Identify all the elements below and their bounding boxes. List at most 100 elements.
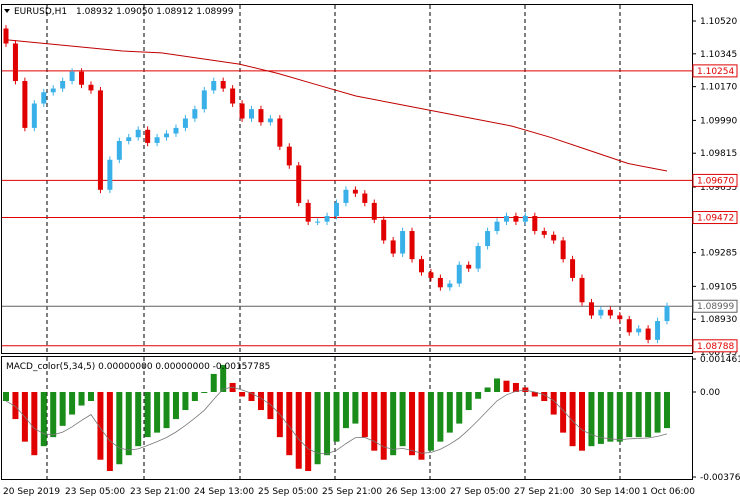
macd-bar	[418, 391, 425, 460]
macd-bar	[654, 391, 661, 433]
macd-bar	[588, 391, 595, 447]
candle	[239, 100, 245, 122]
macd-bar	[59, 391, 66, 426]
candle	[475, 242, 481, 272]
candle	[390, 237, 396, 257]
macd-bar	[607, 391, 614, 442]
macd-bar	[475, 391, 482, 399]
candle	[192, 105, 198, 122]
macd-bar	[342, 391, 349, 429]
time-axis: 20 Sep 2019 23 Sep 05:00 23 Sep 21:00 24 Se…	[3, 487, 695, 497]
time-tick-label: 20 Sep 2019	[3, 487, 60, 497]
horizontal-levels[interactable]	[2, 70, 692, 347]
price-tick-label: 1.10345	[700, 50, 737, 60]
price-level-value: 1.10254	[697, 67, 734, 77]
time-tick-label: 30 Sep 14:00	[580, 487, 640, 497]
macd-bar	[267, 391, 274, 420]
macd-bar	[503, 380, 510, 392]
macd-bar	[579, 391, 586, 451]
macd-bar	[616, 391, 623, 442]
macd-bar	[182, 391, 189, 411]
macd-bar	[380, 391, 387, 460]
price-level-tag	[692, 211, 738, 225]
candle	[173, 124, 179, 137]
candle	[655, 317, 661, 344]
candle	[513, 212, 519, 226]
time-grid	[46, 5, 621, 479]
price-tick-label: 1.10170	[700, 83, 737, 93]
macd-bar	[12, 391, 19, 420]
indicator-tick-label: -0.003766	[700, 473, 740, 483]
macd-bar	[333, 391, 340, 442]
price-level-value: 1.09670	[697, 176, 734, 186]
candle	[588, 298, 594, 319]
macd-bar	[314, 391, 321, 465]
indicator-axis: 0.0014615 0.00 -0.003766	[692, 355, 740, 483]
symbol-label: EURUSD,H1	[14, 7, 67, 17]
candle	[532, 212, 538, 235]
macd-bar	[78, 391, 85, 406]
price-tick-label: 1.10520	[700, 17, 737, 27]
candle	[503, 212, 509, 226]
candle	[97, 87, 103, 194]
macd-bar	[125, 391, 132, 456]
macd-bar	[664, 391, 670, 429]
macd-bar	[172, 391, 179, 420]
moving-average-line	[5, 39, 668, 172]
candle	[220, 77, 226, 92]
candle	[466, 261, 472, 272]
price-level-tag	[692, 173, 738, 187]
candle	[230, 85, 236, 107]
candle	[296, 162, 302, 207]
macd-bar	[550, 391, 557, 415]
candle	[343, 186, 349, 207]
macd-bar	[220, 364, 227, 392]
price-tick-label: 1.09635	[700, 183, 737, 193]
candle	[3, 25, 9, 47]
candle	[135, 126, 141, 141]
candle	[362, 190, 368, 207]
indicator-tick-label: 0.0014615	[700, 355, 740, 365]
macd-bar	[437, 391, 444, 442]
price-level-tags: 1.10254 1.09670 1.09472 1.08999 1.08788	[692, 64, 738, 353]
candle	[617, 312, 623, 323]
macd-bar	[645, 391, 652, 438]
candle	[154, 133, 160, 147]
macd-bar	[456, 391, 463, 424]
macd-bar	[239, 391, 246, 397]
macd-signal-line	[5, 386, 668, 455]
price-tick-label: 1.09105	[700, 282, 737, 292]
macd-bar	[371, 391, 378, 451]
dropdown-triangle-icon[interactable]	[4, 9, 10, 13]
macd-bar	[446, 391, 453, 433]
candle	[249, 105, 255, 122]
macd-bar	[210, 373, 217, 392]
candle	[456, 261, 462, 287]
macd-bar	[248, 391, 255, 402]
macd-bar	[494, 378, 501, 392]
macd-bar	[560, 391, 567, 433]
macd-bar	[191, 391, 198, 402]
candle	[88, 81, 94, 94]
macd-bar	[399, 391, 406, 447]
price-tick-label: 1.08755	[700, 348, 737, 358]
macd-bar	[390, 391, 397, 456]
candle	[116, 137, 122, 164]
price-tick-label: 1.09285	[700, 249, 737, 259]
macd-bar	[87, 391, 94, 402]
price-tick-label: 1.09990	[700, 116, 737, 126]
macd-bar	[409, 391, 416, 456]
ohlc-values: 1.08932 1.09050 1.08912 1.08999	[76, 7, 234, 17]
time-tick-label: 25 Sep 05:00	[258, 487, 318, 497]
macd-bar	[3, 391, 9, 402]
time-tick-label: 26 Sep 13:00	[386, 487, 446, 497]
candle	[607, 306, 613, 319]
candle	[409, 227, 415, 263]
macd-bar	[144, 391, 151, 438]
macd-bar	[201, 391, 208, 393]
macd-bar	[531, 391, 538, 397]
macd-bar	[154, 391, 161, 433]
macd-bar	[635, 391, 642, 438]
candle	[522, 212, 528, 226]
